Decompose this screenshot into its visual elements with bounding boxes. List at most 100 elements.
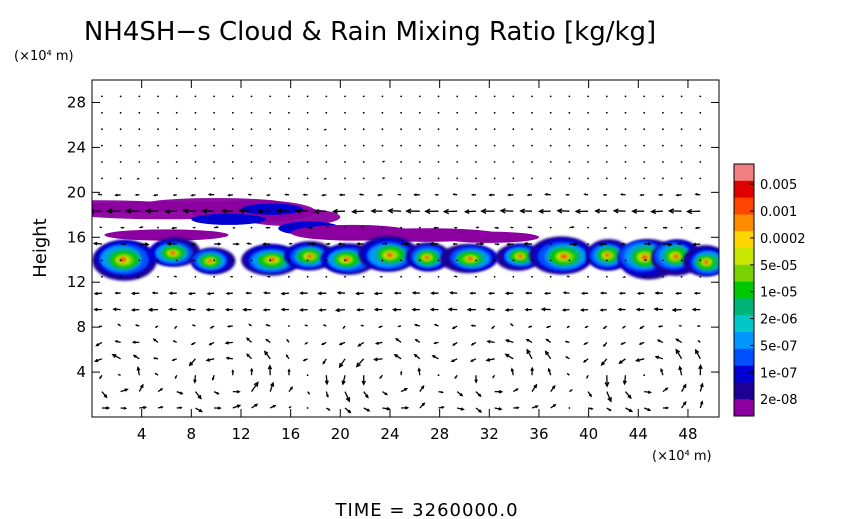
cloud-cell bbox=[673, 254, 679, 259]
colorbar-label: 0.0002 bbox=[760, 232, 806, 247]
wind-vector bbox=[401, 242, 410, 246]
wind-vector bbox=[374, 341, 383, 345]
wind-vector bbox=[246, 353, 252, 360]
wind-vector bbox=[306, 144, 309, 147]
wind-vector bbox=[213, 128, 216, 131]
wind-vector bbox=[547, 367, 552, 376]
wind-vector bbox=[362, 275, 365, 278]
wind-vector bbox=[485, 357, 495, 362]
wind-vector bbox=[401, 406, 410, 410]
wind-vector bbox=[531, 144, 533, 147]
wind-vector bbox=[288, 386, 294, 393]
wind-vector bbox=[643, 275, 646, 278]
colorbar-swatch bbox=[734, 365, 754, 383]
wind-vector bbox=[400, 111, 403, 114]
wind-vector bbox=[433, 341, 439, 345]
wind-vector bbox=[696, 325, 701, 328]
wind-vector bbox=[124, 208, 140, 214]
colorbar-swatch bbox=[734, 231, 754, 249]
wind-vector bbox=[697, 339, 701, 343]
x-tick-label: 20 bbox=[331, 425, 350, 443]
wind-vector bbox=[232, 389, 241, 394]
wind-vector bbox=[192, 226, 196, 229]
wind-vector-field bbox=[92, 95, 704, 414]
wind-vector bbox=[512, 95, 515, 98]
wind-vector bbox=[251, 403, 259, 409]
wind-vector bbox=[157, 226, 159, 229]
wind-vector bbox=[624, 259, 627, 262]
wind-vector bbox=[288, 177, 290, 180]
wind-vector bbox=[603, 226, 607, 229]
wind-vector bbox=[286, 338, 290, 343]
wind-vector bbox=[171, 358, 177, 362]
x-tick-label: 16 bbox=[281, 425, 300, 443]
wind-vector bbox=[624, 226, 627, 229]
wind-vector bbox=[95, 341, 103, 347]
wind-vector bbox=[262, 308, 271, 312]
wind-vector bbox=[231, 144, 234, 147]
wind-vector bbox=[269, 381, 275, 392]
wind-vector bbox=[699, 111, 702, 114]
wind-vector bbox=[566, 325, 570, 329]
wind-vector bbox=[540, 307, 551, 312]
wind-vector bbox=[157, 128, 159, 131]
wind-vector bbox=[362, 144, 365, 147]
wind-vector bbox=[662, 226, 668, 229]
wind-vector bbox=[493, 128, 496, 131]
wind-vector bbox=[175, 259, 178, 262]
wind-vector bbox=[453, 275, 458, 278]
wind-vector bbox=[587, 144, 590, 147]
wind-vector bbox=[639, 193, 645, 197]
wind-vector bbox=[456, 391, 464, 397]
wind-vector bbox=[450, 358, 458, 363]
colorbar-swatch bbox=[734, 248, 754, 266]
wind-vector bbox=[168, 291, 177, 296]
wind-vector bbox=[176, 391, 184, 395]
wind-vector bbox=[531, 111, 533, 114]
colorbar-label: 0.001 bbox=[760, 205, 797, 220]
wind-vector bbox=[322, 358, 327, 365]
wind-vector bbox=[437, 95, 440, 98]
wind-vector bbox=[358, 193, 364, 196]
wind-vector bbox=[587, 407, 594, 410]
wind-vector bbox=[229, 275, 233, 278]
wind-vector bbox=[250, 177, 253, 180]
wind-vector bbox=[470, 341, 477, 346]
wind-vector bbox=[381, 128, 384, 131]
wind-vector bbox=[492, 374, 496, 379]
colorbar-label: 1e-05 bbox=[760, 286, 798, 301]
wind-vector bbox=[139, 242, 150, 247]
wind-vector bbox=[524, 291, 533, 295]
wind-vector bbox=[494, 242, 500, 246]
wind-vector bbox=[266, 194, 271, 197]
wind-vector bbox=[157, 144, 159, 147]
x-tick-label: 36 bbox=[529, 425, 548, 443]
wind-vector bbox=[220, 208, 233, 214]
wind-vector bbox=[174, 374, 178, 380]
wind-vector bbox=[101, 177, 103, 180]
wind-vector bbox=[413, 353, 421, 360]
wind-vector bbox=[475, 144, 477, 147]
wind-vector bbox=[675, 193, 682, 197]
wind-vector bbox=[643, 95, 646, 98]
wind-vector bbox=[599, 291, 607, 295]
colorbar-label: 2e-06 bbox=[760, 313, 798, 328]
wind-vector bbox=[456, 128, 459, 131]
wind-vector bbox=[562, 291, 570, 295]
wind-vector bbox=[587, 226, 590, 229]
wind-vector bbox=[414, 338, 421, 343]
cloud-field bbox=[92, 197, 719, 281]
wind-vector bbox=[194, 111, 197, 114]
wind-vector bbox=[106, 208, 121, 214]
y-tick-label: 24 bbox=[67, 138, 86, 156]
wind-vector bbox=[362, 128, 365, 131]
wind-vector bbox=[400, 259, 403, 262]
wind-vector bbox=[206, 291, 215, 296]
wind-vector bbox=[225, 291, 233, 296]
wind-vector bbox=[288, 111, 290, 114]
wind-vector bbox=[526, 348, 533, 360]
wind-vector bbox=[493, 161, 496, 163]
wind-vector bbox=[288, 325, 290, 327]
wind-vector bbox=[313, 208, 327, 215]
wind-vector bbox=[635, 358, 645, 363]
